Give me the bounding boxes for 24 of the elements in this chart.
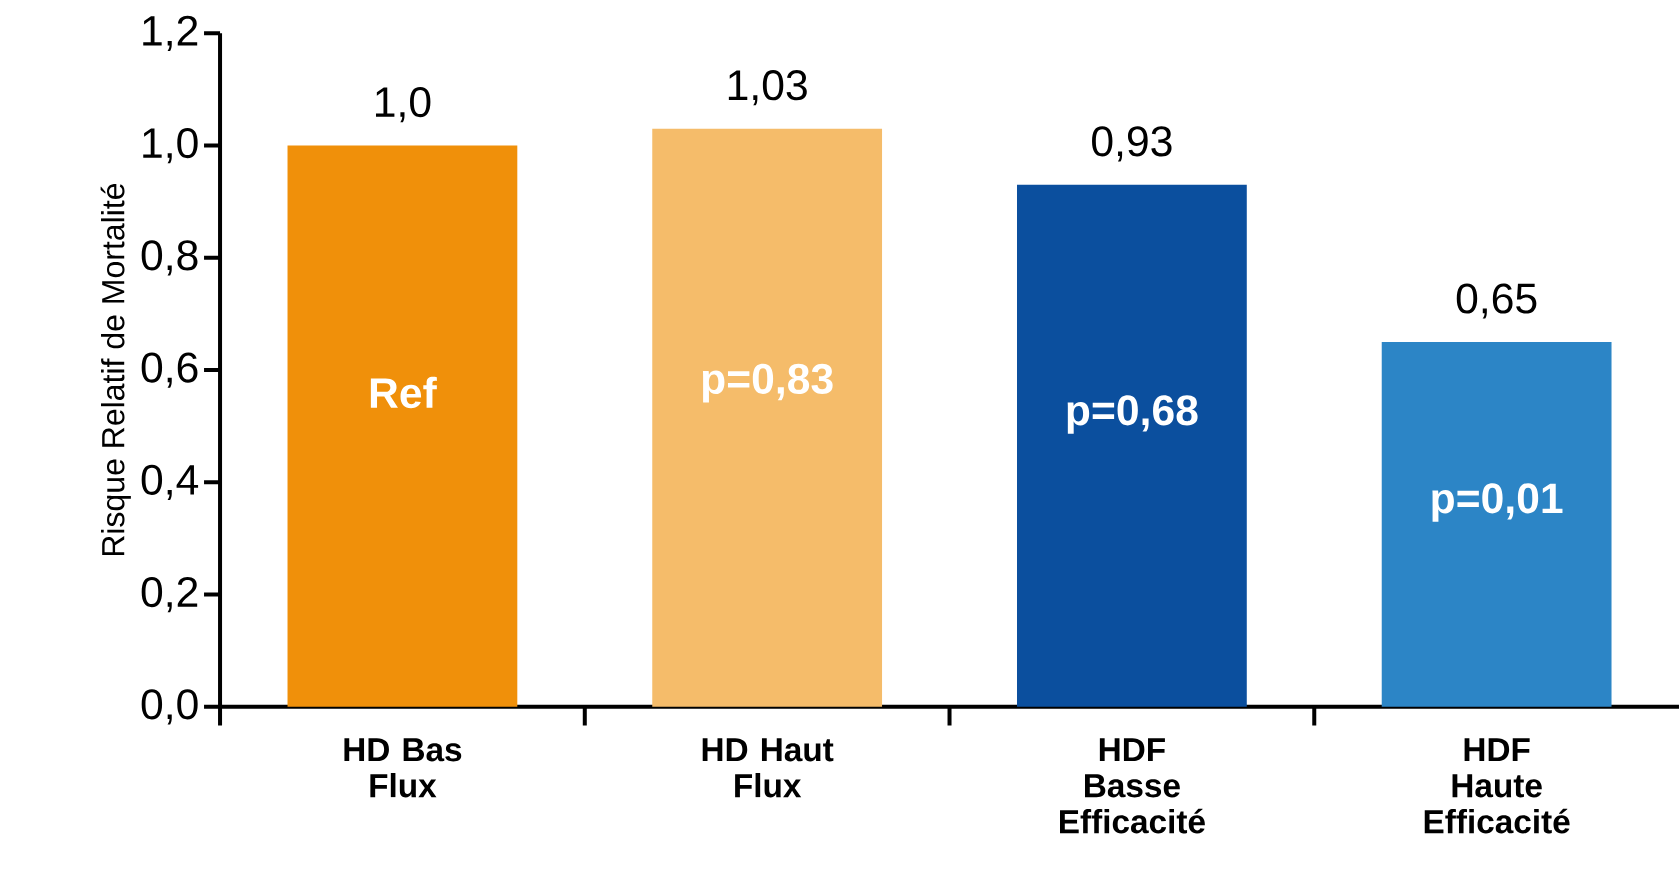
y-axis-title: Risque Relatif de Mortalité: [100, 183, 131, 556]
y-tick-label: 0,6: [141, 352, 198, 388]
annotation: p=0,01: [1432, 483, 1563, 522]
y-tick-label: 1,2: [143, 15, 198, 52]
annotation: Ref: [370, 376, 437, 409]
x-tick-label: HD Haut Flux: [702, 738, 834, 798]
y-tick-label: 0,4: [141, 464, 199, 501]
annotation: p=0,68: [1067, 395, 1198, 434]
annotation: p=0,83: [702, 363, 833, 403]
bar: [1017, 184, 1247, 707]
y-tick-label: 0,8: [141, 240, 198, 276]
bar: [287, 145, 518, 707]
x-tick-label: HDF Haute Efficacité: [1424, 738, 1570, 834]
bar: [1381, 342, 1612, 707]
y-tick-label: 0,0: [141, 689, 198, 725]
data-label: 0,65: [1456, 283, 1537, 319]
y-tick-label: 0,2: [141, 577, 198, 613]
data-label: 1,0: [375, 87, 431, 123]
x-tick-label: HD Bas Flux: [344, 738, 462, 798]
y-tick-label: 1,0: [143, 128, 198, 164]
data-label: 1,03: [728, 70, 807, 106]
data-label: 0,93: [1092, 126, 1172, 162]
x-tick-label: HDF Basse Efficacité: [1060, 738, 1205, 834]
bar: [652, 128, 883, 707]
